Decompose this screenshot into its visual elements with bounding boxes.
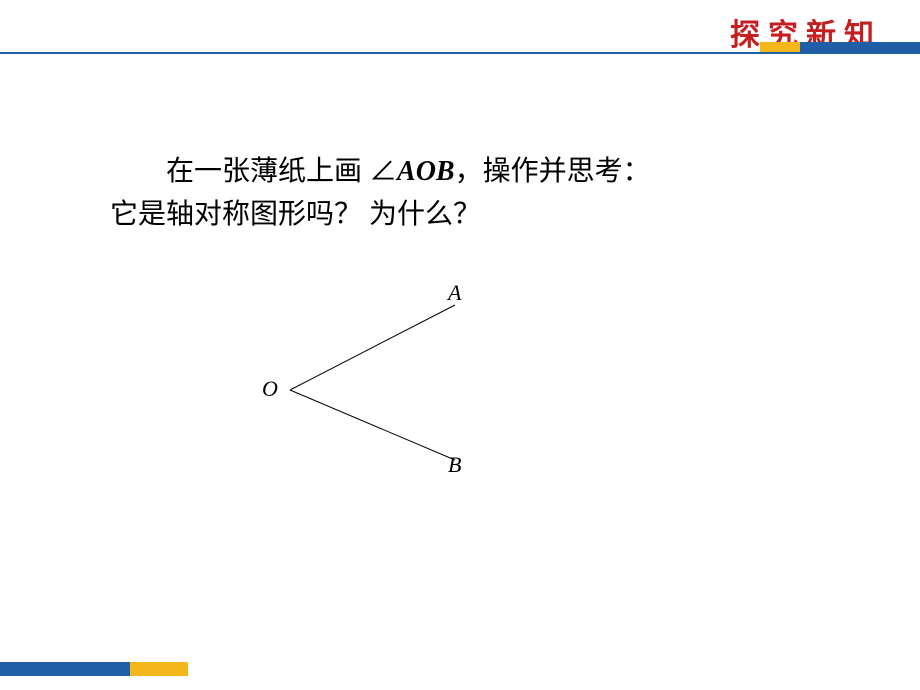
header-accent-yellow xyxy=(760,42,800,52)
header-rule xyxy=(0,52,920,54)
angle-diagram: O A B xyxy=(230,280,490,500)
ray-oa xyxy=(290,305,455,390)
question-text: 在一张薄纸上画 ∠AOB，操作并思考： 它是轴对称图形吗？ 为什么？ xyxy=(110,150,830,237)
label-a: A xyxy=(448,280,461,306)
angle-label: AOB xyxy=(397,156,455,187)
ray-ob xyxy=(290,390,455,460)
header-accent-blue xyxy=(800,42,920,52)
footer-bar-blue xyxy=(0,662,130,676)
footer-bar-yellow xyxy=(130,662,188,676)
label-o: O xyxy=(262,376,278,402)
text-prefix: 在一张薄纸上画 ∠ xyxy=(166,156,397,187)
label-b: B xyxy=(448,452,461,478)
text-line2: 它是轴对称图形吗？ 为什么？ xyxy=(110,193,830,236)
text-suffix: ，操作并思考： xyxy=(455,156,651,187)
